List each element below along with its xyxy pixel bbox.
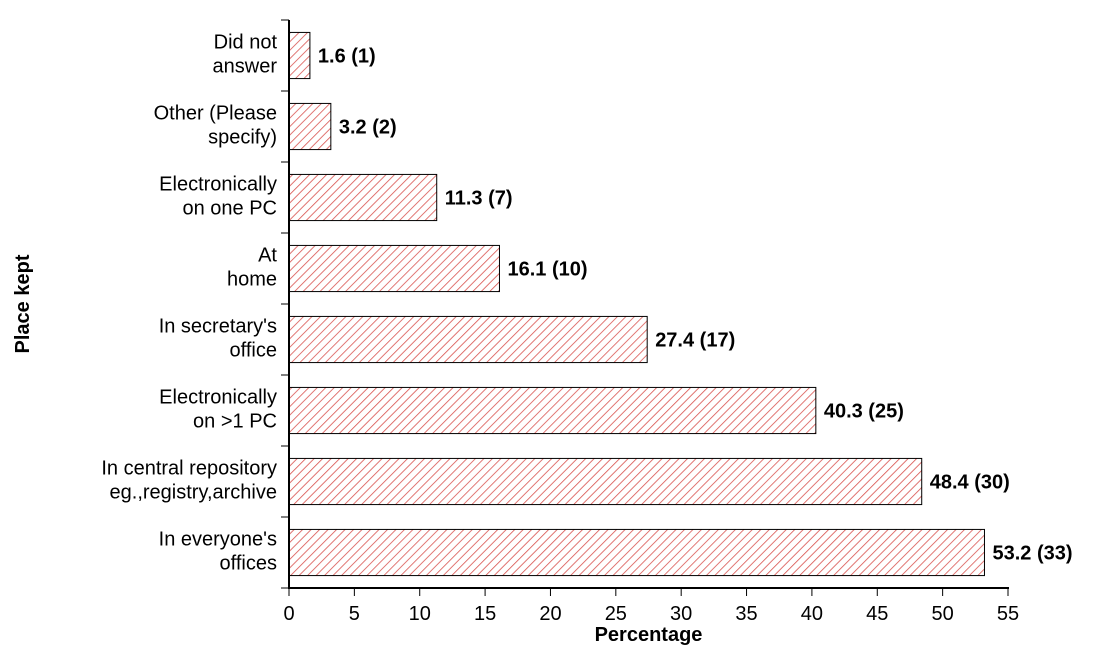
x-tick-label: 15 [474, 603, 496, 625]
x-tick-label: 5 [349, 603, 360, 625]
data-label-0: 1.6 (1) [318, 46, 376, 68]
bar-2 [288, 173, 438, 222]
x-tick-label: 45 [866, 603, 888, 625]
bar-5 [288, 386, 817, 435]
axes: 0 5 10 15 20 25 30 35 40 45 50 55 [281, 19, 1019, 625]
data-labels: 1.6 (1) 3.2 (2) 11.3 (7) 16.1 (10) 27.4 (17)… [318, 46, 1073, 565]
category-label-3: At home [227, 245, 277, 291]
category-label-6: In central repository eg.,registry,archiv… [101, 458, 277, 504]
data-label-7: 53.2 (33) [992, 543, 1072, 565]
category-label-line: Electronically [159, 387, 277, 409]
category-labels: Did not answer Other (Please specify) Electr… [101, 32, 277, 575]
x-axis-title: Percentage [595, 624, 703, 646]
category-label-line: offices [220, 553, 277, 575]
category-label-line: In secretary's [159, 316, 277, 338]
data-label-5: 40.3 (25) [824, 401, 904, 423]
data-label-4: 27.4 (17) [655, 330, 735, 352]
x-tick-label: 20 [539, 603, 561, 625]
category-label-line: Did not [214, 32, 278, 54]
category-label-line: home [227, 269, 277, 291]
x-tick-label: 25 [605, 603, 627, 625]
x-tick-label: 50 [932, 603, 954, 625]
data-label-1: 3.2 (2) [339, 117, 397, 139]
category-label-7: In everyone's offices [159, 529, 277, 575]
category-label-line: on one PC [182, 198, 277, 220]
x-tick-label: 30 [670, 603, 692, 625]
category-label-2: Electronically on one PC [159, 174, 277, 220]
bar-1 [288, 102, 332, 151]
x-tick-label: 10 [409, 603, 431, 625]
category-label-0: Did not answer [213, 32, 278, 78]
data-label-3: 16.1 (10) [507, 259, 587, 281]
bar-7 [288, 528, 985, 577]
data-label-2: 11.3 (7) [445, 188, 513, 210]
x-tick-label: 55 [997, 603, 1019, 625]
x-tick-label: 35 [735, 603, 757, 625]
category-label-line: specify) [208, 127, 277, 149]
category-label-line: on >1 PC [193, 411, 277, 433]
category-label-4: In secretary's office [159, 316, 277, 362]
category-label-1: Other (Please specify) [154, 103, 277, 149]
bar-4 [288, 315, 648, 364]
category-label-line: office [230, 340, 277, 362]
category-label-line: In everyone's [159, 529, 277, 551]
category-label-line: At [258, 245, 277, 267]
bars-layer [288, 31, 985, 577]
category-label-5: Electronically on >1 PC [159, 387, 277, 433]
category-label-line: Electronically [159, 174, 277, 196]
bar-0 [288, 31, 311, 80]
x-tick-label: 0 [283, 603, 294, 625]
x-tick-label: 40 [801, 603, 823, 625]
category-label-line: eg.,registry,archive [110, 482, 277, 504]
bar-6 [288, 457, 923, 506]
y-axis-title: Place kept [12, 254, 34, 353]
data-label-6: 48.4 (30) [930, 472, 1010, 494]
category-label-line: Other (Please [154, 103, 277, 125]
category-label-line: answer [213, 56, 278, 78]
category-label-line: In central repository [101, 458, 277, 480]
bar-3 [288, 244, 500, 293]
